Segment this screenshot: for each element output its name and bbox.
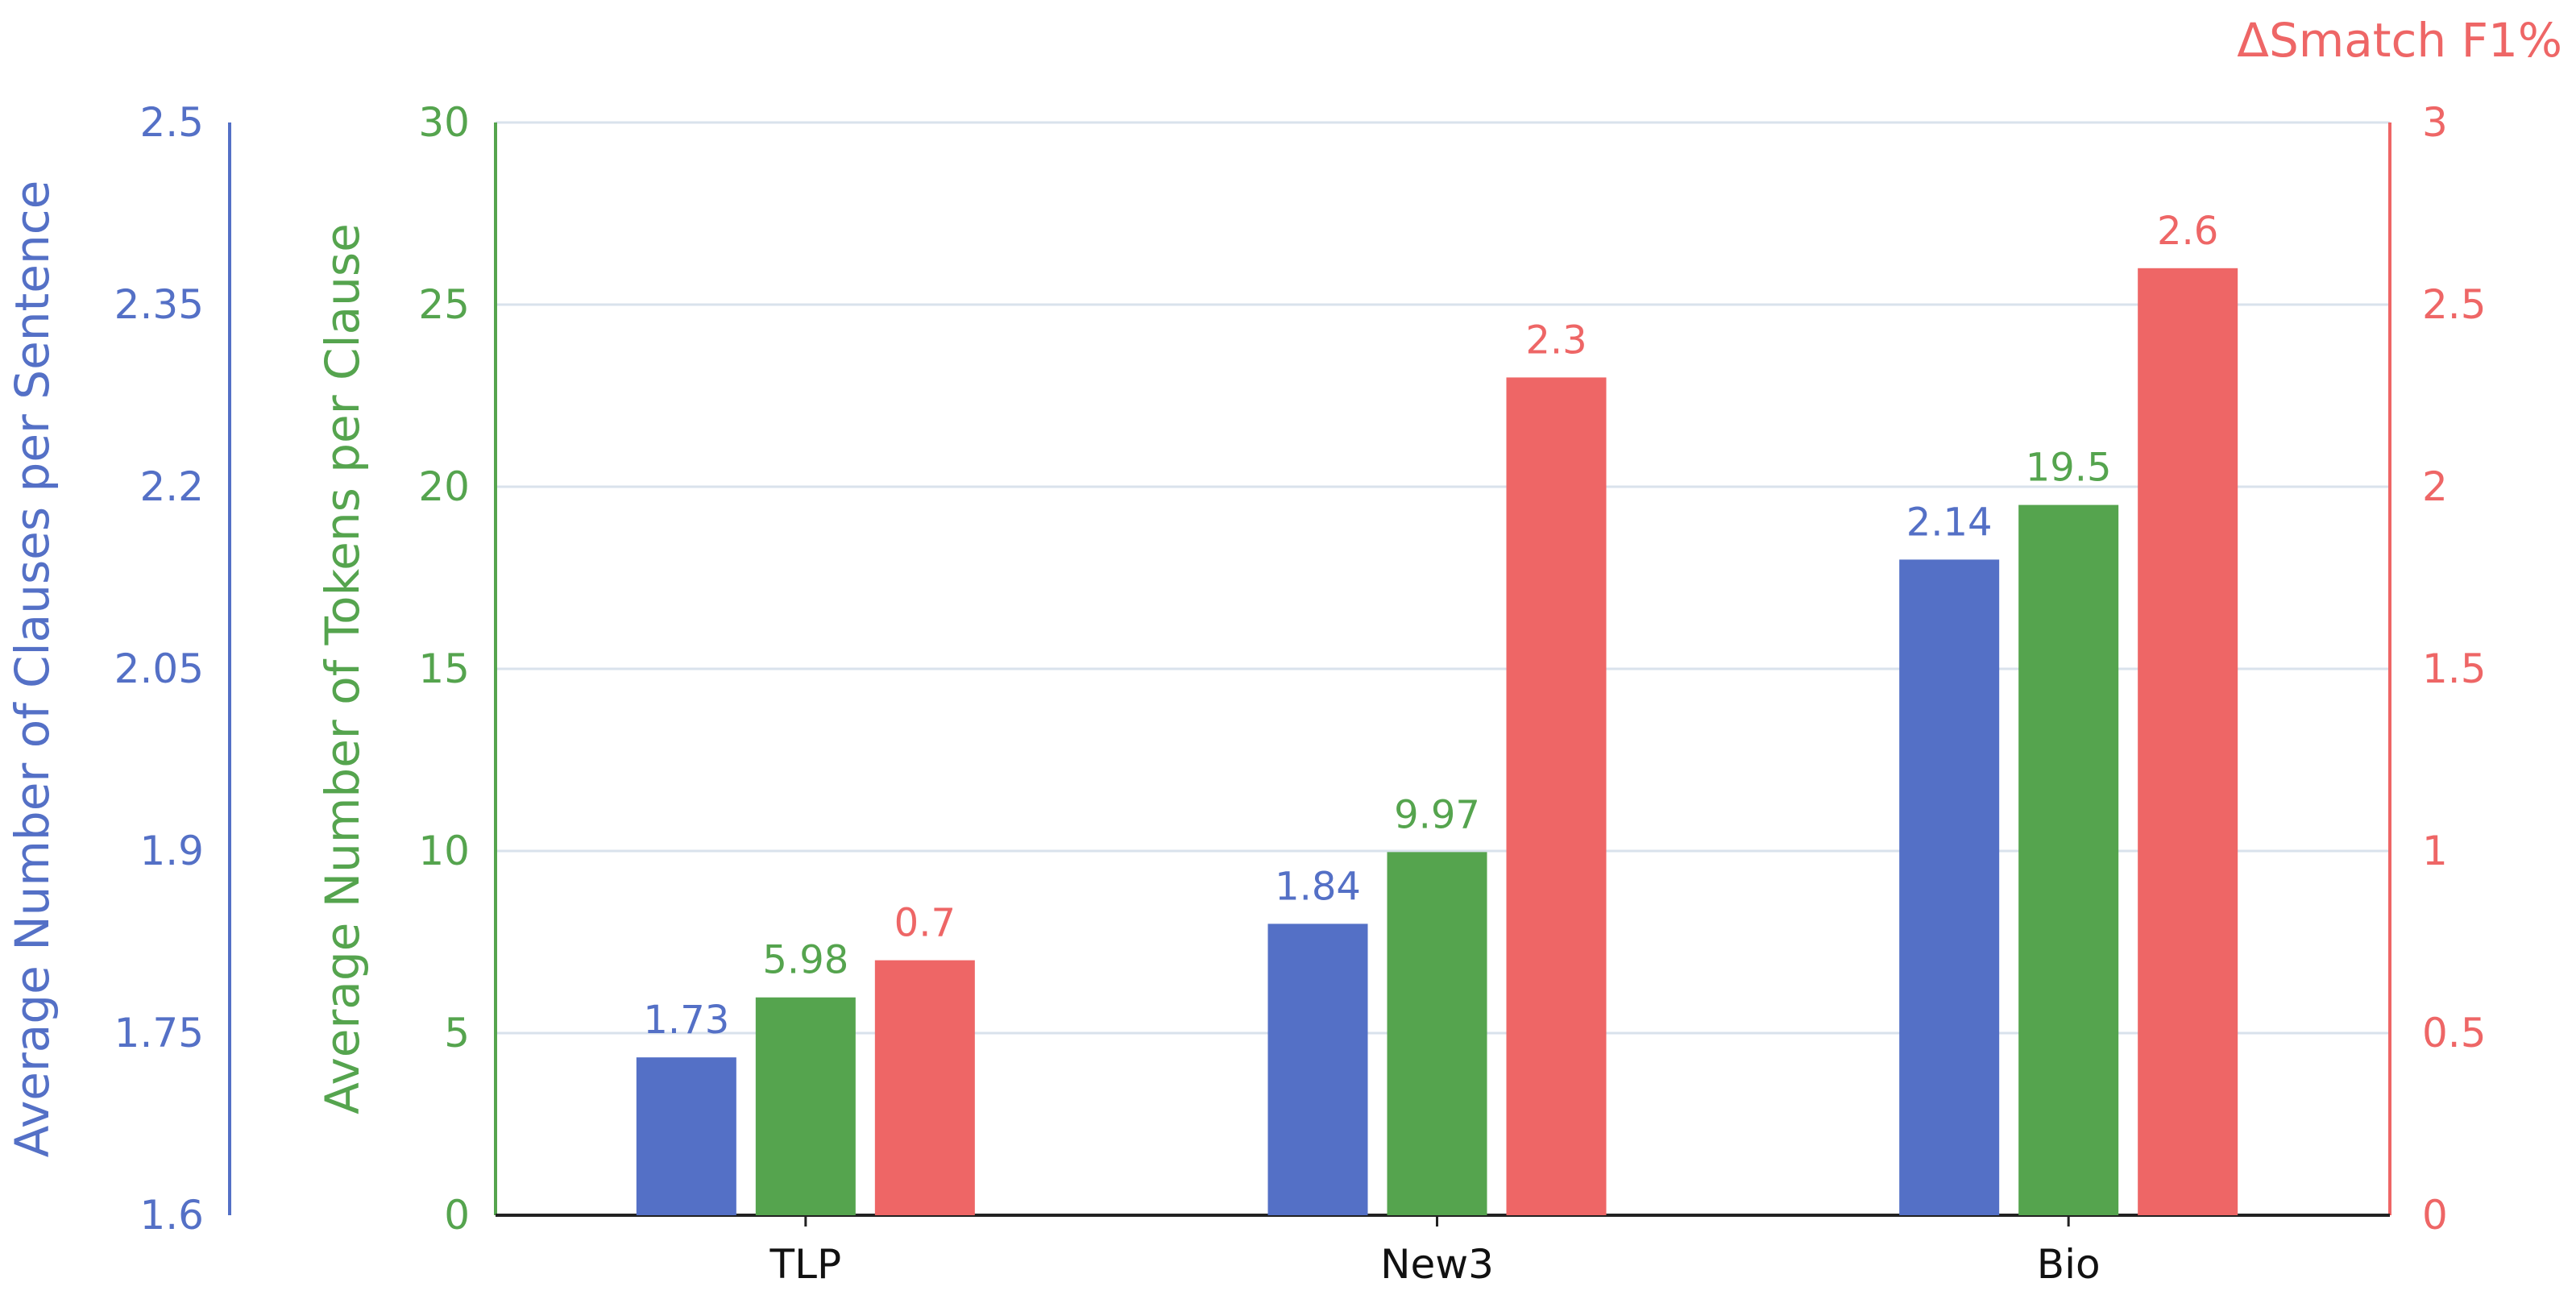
clauses-bar bbox=[1899, 559, 2000, 1215]
clauses-bar bbox=[1267, 924, 1368, 1215]
tokens-tick-label: 15 bbox=[418, 645, 470, 692]
clauses-axis-title: Average Number of Clauses per Sentence bbox=[5, 181, 60, 1158]
smatch-tick-label: 0 bbox=[2422, 1192, 2448, 1239]
category-label: Bio bbox=[2037, 1241, 2101, 1288]
category-label: TLP bbox=[769, 1241, 842, 1288]
tokens-tick-label: 30 bbox=[418, 99, 470, 146]
tokens-bar bbox=[2018, 504, 2119, 1215]
tokens-axis-title: Average Number of Tokens per Clause bbox=[315, 223, 370, 1114]
smatch-tick-label: 0.5 bbox=[2422, 1010, 2487, 1056]
tokens-value-label: 9.97 bbox=[1394, 792, 1480, 837]
clauses-tick-label: 1.9 bbox=[139, 828, 204, 874]
tokens-value-label: 5.98 bbox=[762, 938, 848, 983]
clauses-tick-label: 2.2 bbox=[139, 463, 204, 510]
clauses-tick-label: 1.75 bbox=[114, 1010, 204, 1056]
clauses-value-label: 2.14 bbox=[1906, 500, 1993, 545]
clauses-value-label: 1.84 bbox=[1275, 864, 1361, 909]
smatch-value-label: 0.7 bbox=[894, 901, 956, 946]
smatch-bar bbox=[1506, 377, 1607, 1215]
tokens-tick-label: 5 bbox=[444, 1010, 470, 1056]
clauses-value-label: 1.73 bbox=[643, 998, 729, 1043]
smatch-bar bbox=[874, 960, 975, 1215]
tokens-tick-label: 20 bbox=[418, 463, 470, 510]
tokens-bar bbox=[1387, 852, 1487, 1215]
smatch-value-label: 2.6 bbox=[2157, 209, 2218, 254]
tokens-tick-label: 25 bbox=[418, 281, 470, 328]
smatch-value-label: 2.3 bbox=[1525, 318, 1587, 363]
tokens-value-label: 19.5 bbox=[2026, 446, 2112, 491]
labels: TLP 1.73 5.98 0.7 New3 1.84 9.97 2.3 Bio 2.14 19.5… bbox=[643, 209, 2218, 1288]
smatch-bar bbox=[2138, 268, 2238, 1215]
bars bbox=[636, 268, 2238, 1215]
tokens-tick-label: 10 bbox=[418, 828, 470, 874]
clauses-bar bbox=[636, 1057, 736, 1215]
smatch-tick-label: 1 bbox=[2422, 828, 2448, 874]
clauses-tick-label: 1.6 bbox=[139, 1192, 204, 1239]
smatch-tick-label: 2 bbox=[2422, 463, 2448, 510]
tokens-tick-label: 0 bbox=[444, 1192, 470, 1239]
smatch-tick-label: 2.5 bbox=[2422, 281, 2487, 328]
tokens-bar bbox=[755, 997, 856, 1215]
smatch-tick-label: 1.5 bbox=[2422, 645, 2487, 692]
smatch-axis-title: ΔSmatch F1% bbox=[2237, 13, 2562, 68]
category-label: New3 bbox=[1380, 1241, 1494, 1288]
clauses-tick-label: 2.35 bbox=[114, 281, 204, 328]
smatch-tick-label: 3 bbox=[2422, 99, 2448, 146]
clauses-tick-label: 2.5 bbox=[139, 99, 204, 146]
clauses-tick-label: 2.05 bbox=[114, 645, 204, 692]
